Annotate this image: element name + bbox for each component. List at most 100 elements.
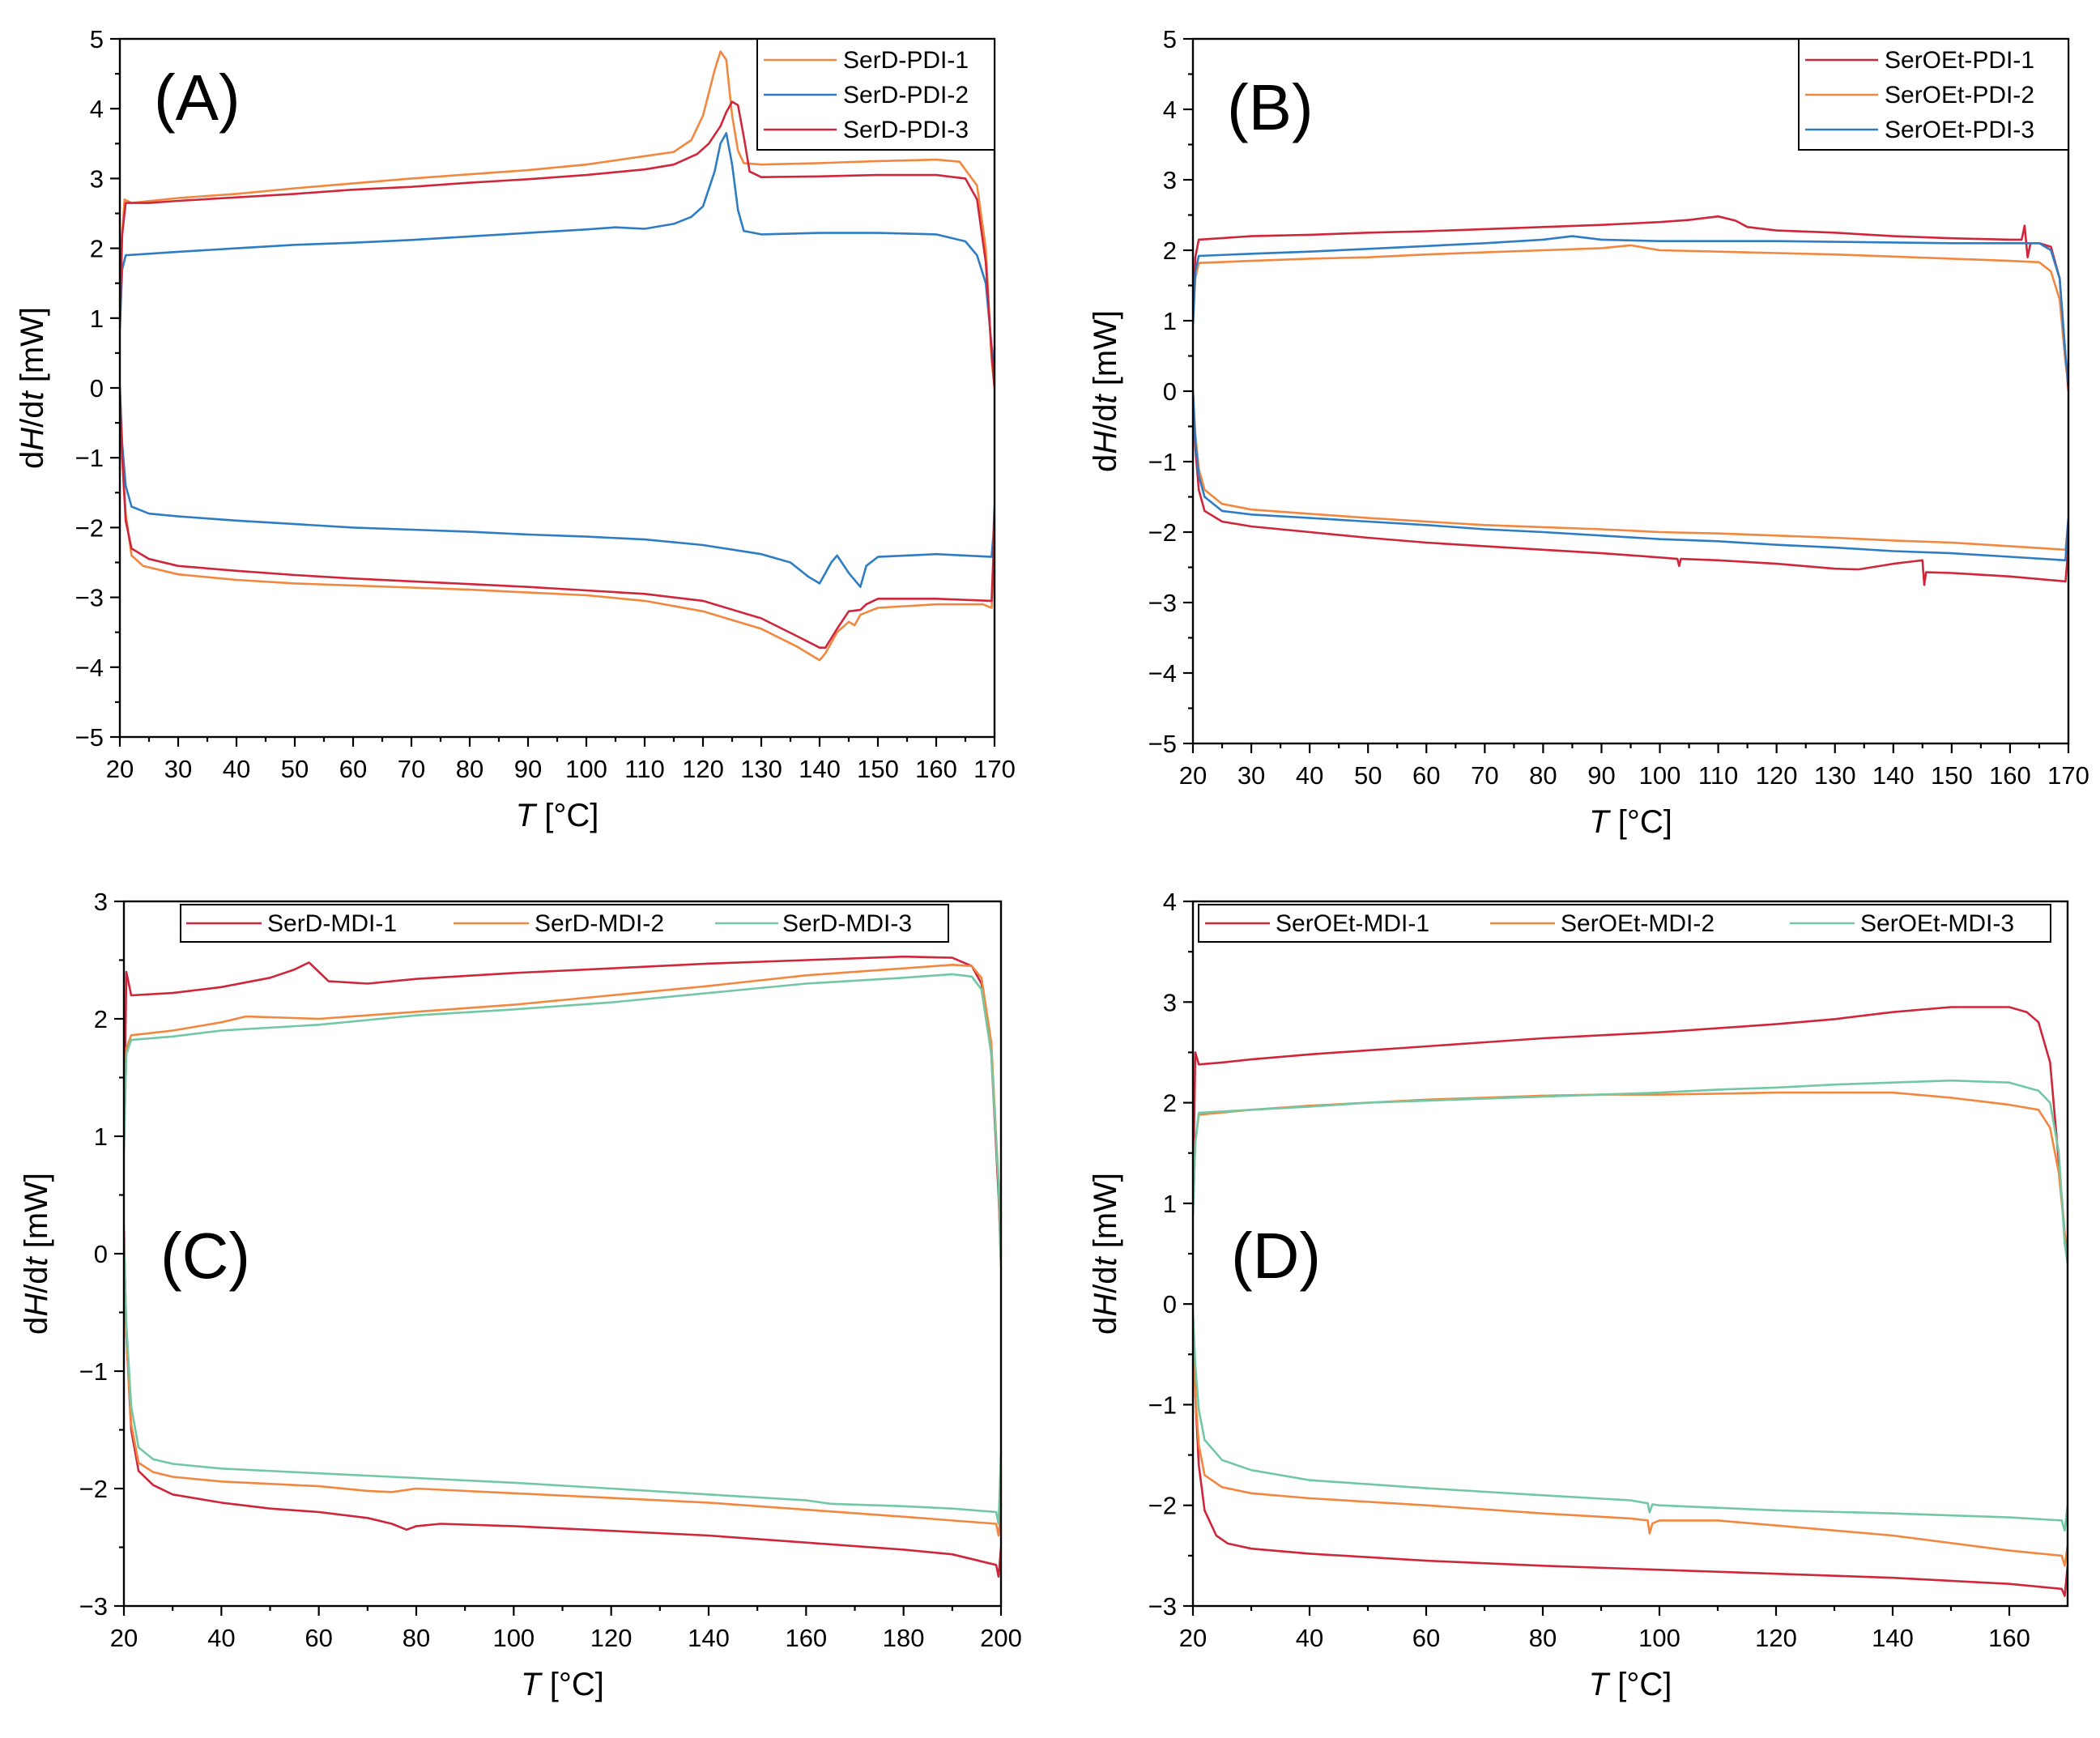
panel-c-series-group — [124, 955, 1001, 1578]
panel-b-x-tick-label: 80 — [1529, 761, 1557, 790]
panel-b-legend-label: SerOEt-PDI-2 — [1885, 82, 2034, 109]
panel-b-legend-label: SerOEt-PDI-1 — [1885, 47, 2034, 74]
panel-a-y-tick-label: −2 — [75, 513, 104, 542]
panel-a-y-axis-label: dH/dt [mW] — [15, 307, 50, 469]
panel-b-seroet-pdi-2-heating-line — [1193, 244, 2068, 385]
panel-c-x-tick-label: 80 — [403, 1624, 430, 1652]
panel-d-seroet-mdi-3-heating-line — [1193, 1079, 2068, 1264]
panel-a-serd-pdi-2-cooling-line — [120, 387, 995, 589]
panel-c-y-tick-label: −1 — [79, 1357, 108, 1386]
panel-a-y-tick-label: 2 — [90, 235, 104, 263]
panel-a-x-tick-label: 30 — [164, 755, 192, 783]
panel-a-serd-pdi-3-cooling-line — [120, 387, 995, 650]
panel-a-y-tick-label: −1 — [75, 444, 104, 472]
panel-c-chart: 20 40 60 80 100 120 140 160 180 200 −3 −2 −1 0 1 2 3 T [°… — [19, 888, 1022, 1702]
panel-b-y-tick-label: −4 — [1148, 659, 1177, 688]
panel-a-x-tick-label: 50 — [281, 755, 309, 783]
panel-b-seroet-pdi-3-heating-line — [1193, 235, 2068, 385]
panel-b-seroet-pdi-3-cooling-line — [1193, 390, 2068, 562]
panel-d-y-tick-label: 1 — [1163, 1190, 1177, 1218]
panel-c-y-tick-label: −3 — [79, 1592, 108, 1621]
panel-d-series-group — [1193, 1006, 2068, 1597]
panel-d-label: (D) — [1231, 1220, 1321, 1292]
panel-c-legend-label: SerD-MDI-1 — [267, 910, 397, 937]
panel-c-x-tick-label: 180 — [883, 1624, 925, 1652]
panel-c-y-tick-label: −2 — [79, 1475, 108, 1503]
panel-a-serd-pdi-3-heating-line — [120, 100, 995, 389]
panel-a-legend: SerD-PDI-1 SerD-PDI-2 SerD-PDI-3 — [756, 38, 995, 151]
panel-b-y-axis-label-part: [mW] — [1088, 310, 1123, 394]
panel-b-y-axis-label-part: H — [1088, 431, 1123, 454]
panel-c-y-tick-label: 2 — [94, 1005, 108, 1033]
panel-b-y-axis-label-part: d — [1088, 454, 1123, 472]
panel-a-y-axis-label-part: t — [15, 390, 50, 401]
panel-d-seroet-mdi-1-cooling-line — [1193, 1314, 2068, 1597]
panel-c-x-axis-label: T [°C] — [521, 1667, 604, 1702]
panel-a-y-axis-label-part: /d — [15, 401, 50, 428]
panel-c-y-axis-label-part: t — [19, 1256, 54, 1267]
panel-d-y-axis-label: dH/dt [mW] — [1088, 1173, 1123, 1335]
panel-c-serd-mdi-2-heating-line — [124, 964, 1001, 1266]
panel-a-x-tick-label: 60 — [339, 755, 367, 783]
panel-d-x-tick-label: 140 — [1872, 1624, 1914, 1652]
panel-c-y-tick-label: 1 — [94, 1122, 108, 1151]
panel-b-x-tick-label: 50 — [1354, 761, 1382, 790]
panel-c-y-axis-label-part: H — [19, 1293, 54, 1317]
panel-a-legend-label: SerD-PDI-1 — [843, 47, 969, 74]
panel-d-x-tick-label: 160 — [1988, 1624, 2030, 1652]
panel-b-x-tick-label: 130 — [1814, 761, 1856, 790]
panel-d-legend-label: SerOEt-MDI-3 — [1860, 910, 2014, 937]
panel-d-x-tick-label: 80 — [1529, 1624, 1557, 1652]
panel-d-x-axis-unit: [°C] — [1608, 1667, 1672, 1702]
panel-c-y-tick-label: 0 — [94, 1240, 108, 1268]
panel-b-x-axis-symbol: T — [1589, 804, 1611, 840]
panel-b-y-axis-label-part: /d — [1088, 404, 1123, 431]
panel-c-serd-mdi-3-cooling-line — [124, 1242, 1001, 1525]
panel-c-x-tick-label: 20 — [110, 1624, 138, 1652]
panel-a-serd-pdi-1-cooling-line — [120, 387, 995, 662]
panel-a-x-tick-label: 120 — [682, 755, 724, 783]
panel-b-y-tick-label: 3 — [1163, 166, 1177, 194]
panel-c-serd-mdi-1-cooling-line — [124, 1229, 1001, 1578]
panel-d-y-tick-label: 4 — [1163, 888, 1177, 916]
panel-a-y-tick-label: 4 — [90, 95, 104, 123]
panel-a-series-group — [120, 50, 995, 662]
panel-b-y-tick-label: −2 — [1148, 518, 1177, 547]
panel-a-x-tick-label: 130 — [740, 755, 782, 783]
panel-d-y-tick-label: −2 — [1148, 1492, 1177, 1520]
panel-c-serd-mdi-3-heating-line — [124, 973, 1001, 1266]
panel-b-legend: SerOEt-PDI-1 SerOEt-PDI-2 SerOEt-PDI-3 — [1798, 38, 2069, 151]
panel-b-seroet-pdi-1-cooling-line — [1193, 390, 2068, 586]
panel-a-y-axis-label-part: [mW] — [15, 307, 50, 391]
panel-c-legend: SerD-MDI-1 SerD-MDI-2 SerD-MDI-3 — [180, 904, 949, 943]
panel-b-x-tick-label: 40 — [1296, 761, 1323, 790]
panel-a-y-axis-label-part: H — [15, 428, 50, 451]
panel-c-y-axis-label: dH/dt [mW] — [19, 1173, 54, 1335]
panel-b-x-axis-unit: [°C] — [1609, 804, 1672, 840]
panel-b-x-tick-label: 110 — [1698, 761, 1738, 790]
panel-a-y-tick-label: −5 — [75, 723, 104, 752]
panel-a-x-axis-unit: [°C] — [535, 798, 598, 833]
panel-d-legend-label: SerOEt-MDI-2 — [1561, 910, 1715, 937]
panel-b-series-group — [1193, 215, 2068, 586]
panel-d-seroet-mdi-2-cooling-line — [1193, 1314, 2068, 1567]
panel-b-x-tick-label: 70 — [1471, 761, 1498, 790]
panel-b-y-tick-label: −5 — [1148, 730, 1177, 758]
panel-c-y-axis-label-part: [mW] — [19, 1173, 54, 1257]
panel-a-x-tick-label: 20 — [106, 755, 134, 783]
panel-b-y-axis-label: dH/dt [mW] — [1088, 310, 1123, 472]
panel-a-x-tick-label: 100 — [565, 755, 607, 783]
panel-b-y-tick-label: 5 — [1163, 25, 1177, 53]
panel-c-serd-mdi-1-heating-line — [124, 955, 1001, 1266]
panel-d-chart: 20 40 60 80 100 120 140 160 −3 −2 −1 0 1 2 3 4 T [°C] dH/… — [1088, 888, 2069, 1702]
panel-a-y-tick-label: 5 — [90, 25, 104, 53]
panel-c-legend-box — [180, 904, 949, 943]
panel-b-x-tick-label: 170 — [2047, 761, 2089, 790]
panel-b-x-tick-label: 150 — [1931, 761, 1973, 790]
panel-b-x-tick-label: 140 — [1872, 761, 1915, 790]
panel-c-x-axis-symbol: T — [521, 1667, 543, 1702]
panel-b-y-tick-label: 4 — [1163, 96, 1177, 124]
panel-d-y-axis-label-part: H — [1088, 1293, 1123, 1317]
panel-c-serd-mdi-2-cooling-line — [124, 1242, 1001, 1537]
panel-a-x-tick-label: 90 — [514, 755, 542, 783]
